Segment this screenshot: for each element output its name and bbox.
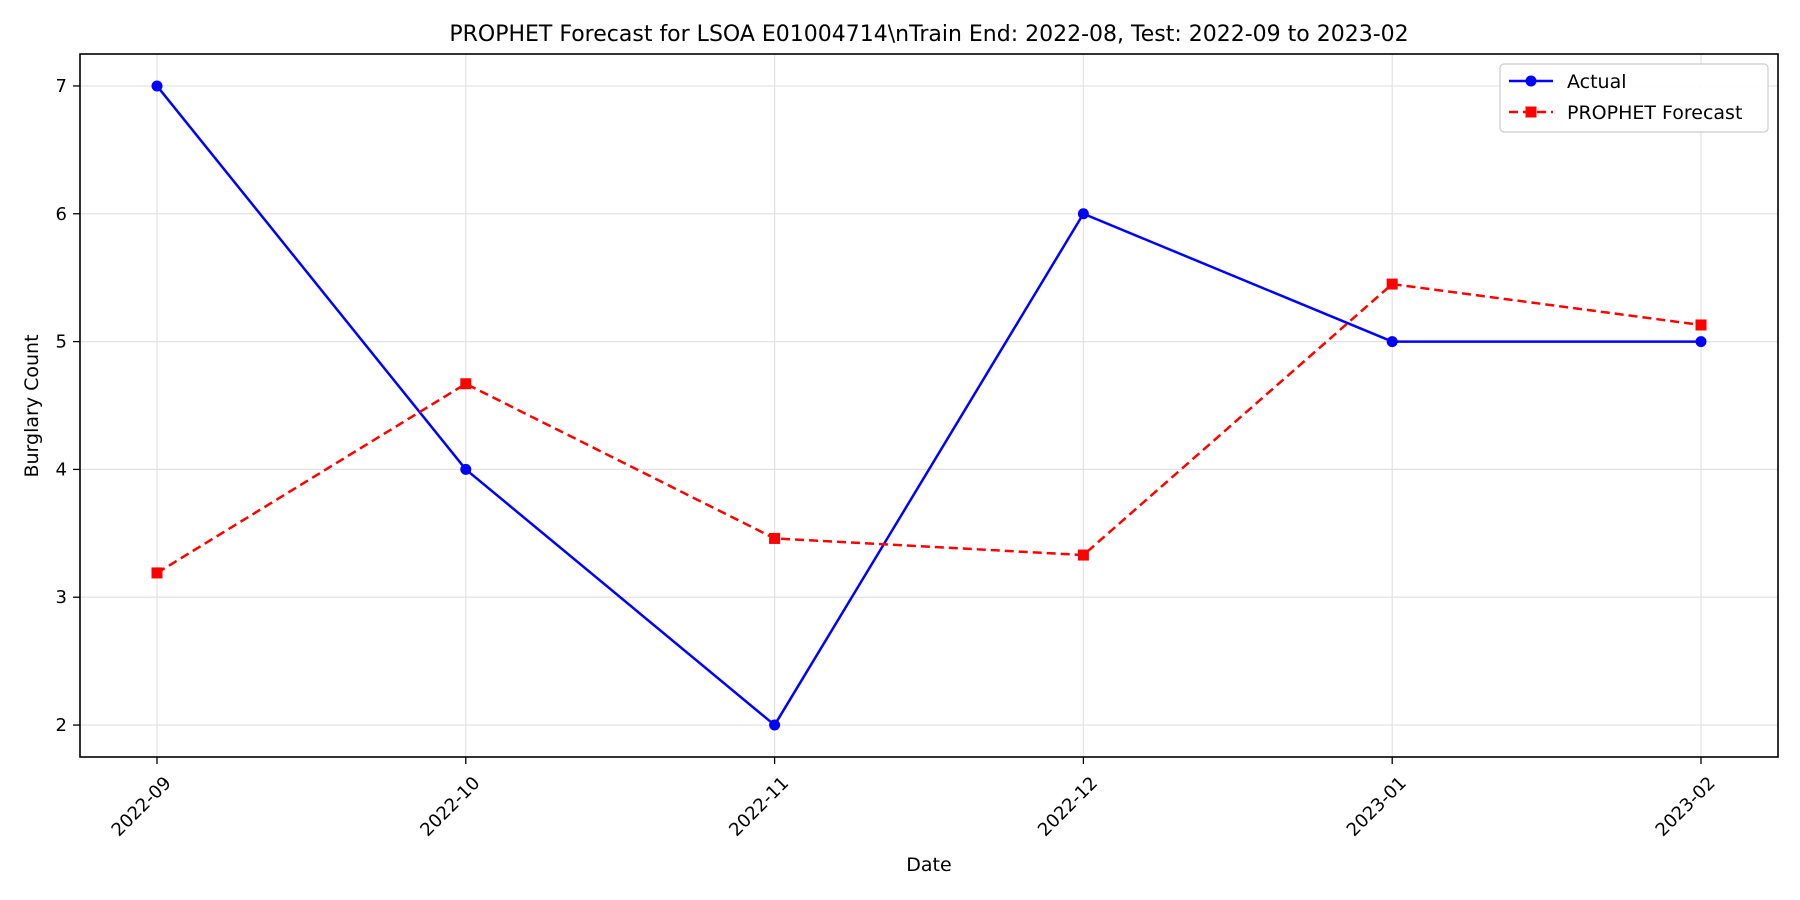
y-tick-label: 6 <box>56 204 67 225</box>
legend-forecast-marker <box>1525 106 1537 118</box>
legend-forecast-label: PROPHET Forecast <box>1567 102 1742 124</box>
legend-actual-marker <box>1525 75 1537 87</box>
plot-area-frame <box>79 53 1779 758</box>
y-tick-label: 4 <box>56 459 67 480</box>
legend-box <box>1499 63 1769 133</box>
series-actual-point <box>769 719 781 731</box>
series-forecast-point <box>460 378 472 390</box>
legend: Actual PROPHET Forecast <box>1499 63 1769 133</box>
y-tick-label: 7 <box>56 76 67 97</box>
series-forecast-point <box>1386 278 1398 290</box>
y-tick-label: 5 <box>56 332 67 353</box>
y-tick-label: 2 <box>56 715 67 736</box>
series-actual-point <box>151 80 163 92</box>
legend-actual-label: Actual <box>1567 71 1627 93</box>
data-series <box>151 80 1707 731</box>
series-actual-point <box>1077 208 1089 220</box>
series-actual-point <box>1695 336 1707 348</box>
x-axis-label: Date <box>906 854 951 876</box>
series-forecast-point <box>1695 319 1707 331</box>
series-forecast-point <box>769 532 781 544</box>
series-actual-line <box>156 85 1701 727</box>
series-forecast-point <box>1077 549 1089 561</box>
series-actual-point <box>1386 336 1398 348</box>
series-forecast-point <box>151 567 163 579</box>
series-actual-point <box>460 463 472 475</box>
y-tick-label: 3 <box>56 587 67 608</box>
chart-title: PROPHET Forecast for LSOA E01004714\nTra… <box>449 22 1408 47</box>
y-axis-label: Burglary Count <box>21 334 43 477</box>
series-forecast-line <box>156 282 1702 575</box>
